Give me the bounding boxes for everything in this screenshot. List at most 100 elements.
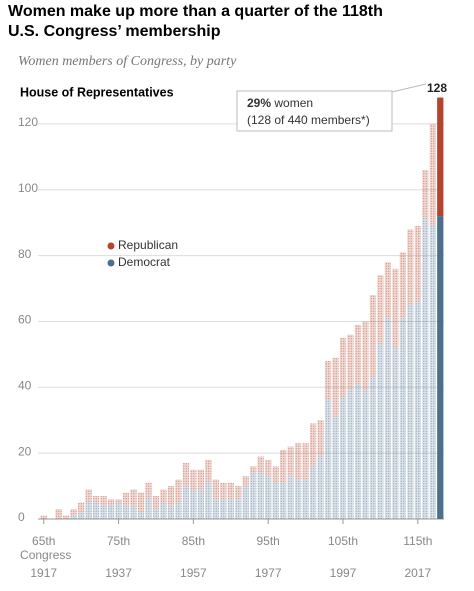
- bar-segment: [347, 390, 354, 519]
- bar-segment: [100, 495, 107, 506]
- bar-segment: [63, 515, 70, 519]
- bar-segment: [422, 219, 429, 519]
- bar-segment: [272, 466, 279, 483]
- bar-segment: [414, 301, 421, 519]
- bar-segment: [317, 456, 324, 519]
- x-year-label: 1937: [105, 566, 132, 580]
- x-year-label: 2017: [404, 566, 431, 580]
- bar-segment: [220, 499, 227, 519]
- bar-segment: [182, 463, 190, 487]
- legend-label: Republican: [118, 238, 178, 252]
- bar-segment: [197, 469, 204, 490]
- bar-segment: [235, 486, 242, 500]
- bar-segment: [242, 476, 249, 487]
- bar-segment: [212, 479, 219, 500]
- bar-segment: [78, 502, 85, 513]
- bar-segment: [362, 390, 369, 519]
- bar-segment: [369, 377, 377, 519]
- bar-segment: [160, 489, 167, 503]
- chart-title: U.S. Congress’ membership: [8, 23, 221, 40]
- x-year-label: 1997: [330, 566, 357, 580]
- bar-segment: [369, 295, 377, 378]
- bar-segment: [437, 216, 444, 519]
- bar-segment: [107, 505, 115, 519]
- bar-segment: [302, 443, 309, 480]
- bar-segment: [339, 337, 347, 398]
- bar-segment: [339, 397, 347, 519]
- total-label: 128: [427, 81, 447, 95]
- bar-segment: [392, 268, 399, 348]
- annotation-highlight: 29%: [247, 96, 271, 110]
- x-tick-label: 75th: [107, 534, 130, 548]
- bar-segment: [377, 275, 384, 345]
- panel-title: House of Representatives: [20, 85, 174, 99]
- x-year-label: 1977: [255, 566, 282, 580]
- bar-segment: [280, 482, 287, 519]
- bar-segment: [384, 318, 392, 519]
- bar-segment: [152, 495, 160, 510]
- y-tick-label: 40: [18, 378, 32, 392]
- bar-segment: [407, 229, 414, 305]
- bar-segment: [190, 469, 197, 490]
- bar-segment: [347, 334, 354, 391]
- bar-segment: [115, 502, 122, 519]
- bar-segment: [40, 515, 47, 519]
- bar-segment: [107, 499, 115, 506]
- bar-segment: [422, 170, 429, 220]
- bar-segment: [250, 466, 257, 473]
- annotation: 29% women: [247, 96, 313, 110]
- bar-segment: [272, 482, 279, 519]
- bar-segment: [324, 360, 332, 401]
- legend-label: Democrat: [118, 255, 171, 269]
- bar-segment: [384, 262, 392, 319]
- bar-segment: [294, 479, 302, 519]
- bar-segment: [100, 505, 107, 519]
- x-year-label: 1917: [30, 566, 57, 580]
- bar-segment: [205, 459, 212, 483]
- y-tick-label: 120: [18, 115, 38, 129]
- bar-segment: [145, 482, 152, 500]
- bar-segment: [160, 502, 167, 519]
- bar-segment: [399, 318, 406, 519]
- bar-segment: [85, 489, 92, 503]
- y-tick-label: 0: [18, 510, 25, 524]
- bar-segment: [265, 476, 272, 519]
- bar-segment: [190, 489, 197, 519]
- bar-segment: [429, 225, 436, 519]
- chart-subtitle: Women members of Congress, by party: [18, 54, 237, 69]
- bar-segment: [257, 456, 264, 473]
- bar-segment: [429, 123, 436, 226]
- bar-segment: [115, 499, 122, 503]
- bar-segment: [287, 446, 294, 477]
- x-tick-label: 65th: [32, 534, 55, 548]
- y-tick-label: 100: [18, 181, 38, 195]
- bar-segment: [167, 486, 175, 506]
- bar-segment: [122, 505, 130, 519]
- bar-segment: [167, 505, 175, 519]
- bar-segment: [317, 420, 324, 457]
- bar-segment: [235, 499, 242, 519]
- bar-segment: [287, 476, 294, 519]
- y-tick-label: 80: [18, 247, 32, 261]
- bar-segment: [152, 509, 160, 519]
- x-tick-label: 85th: [182, 534, 205, 548]
- legend-marker: [107, 259, 115, 267]
- bar-segment: [220, 482, 227, 500]
- bar-segment: [399, 252, 406, 319]
- legend-marker: [107, 242, 115, 250]
- bar-segment: [242, 486, 249, 519]
- x-year-label: 1957: [180, 566, 207, 580]
- y-tick-label: 20: [18, 444, 32, 458]
- bar-segment: [145, 499, 152, 519]
- bar-segment: [294, 443, 302, 480]
- bar-segment: [55, 509, 62, 519]
- bar-segment: [377, 344, 384, 519]
- bar-segment: [205, 482, 212, 519]
- bar-segment: [182, 486, 190, 519]
- bar-segment: [175, 479, 182, 503]
- bar-segment: [227, 499, 234, 519]
- bar-segment: [437, 97, 444, 217]
- plot: 0 20 40 60 80 100 120 65th 1917 75th 1937 85th 1957 9…: [18, 97, 444, 580]
- bar-segment: [70, 509, 77, 516]
- bar-segment: [332, 357, 339, 417]
